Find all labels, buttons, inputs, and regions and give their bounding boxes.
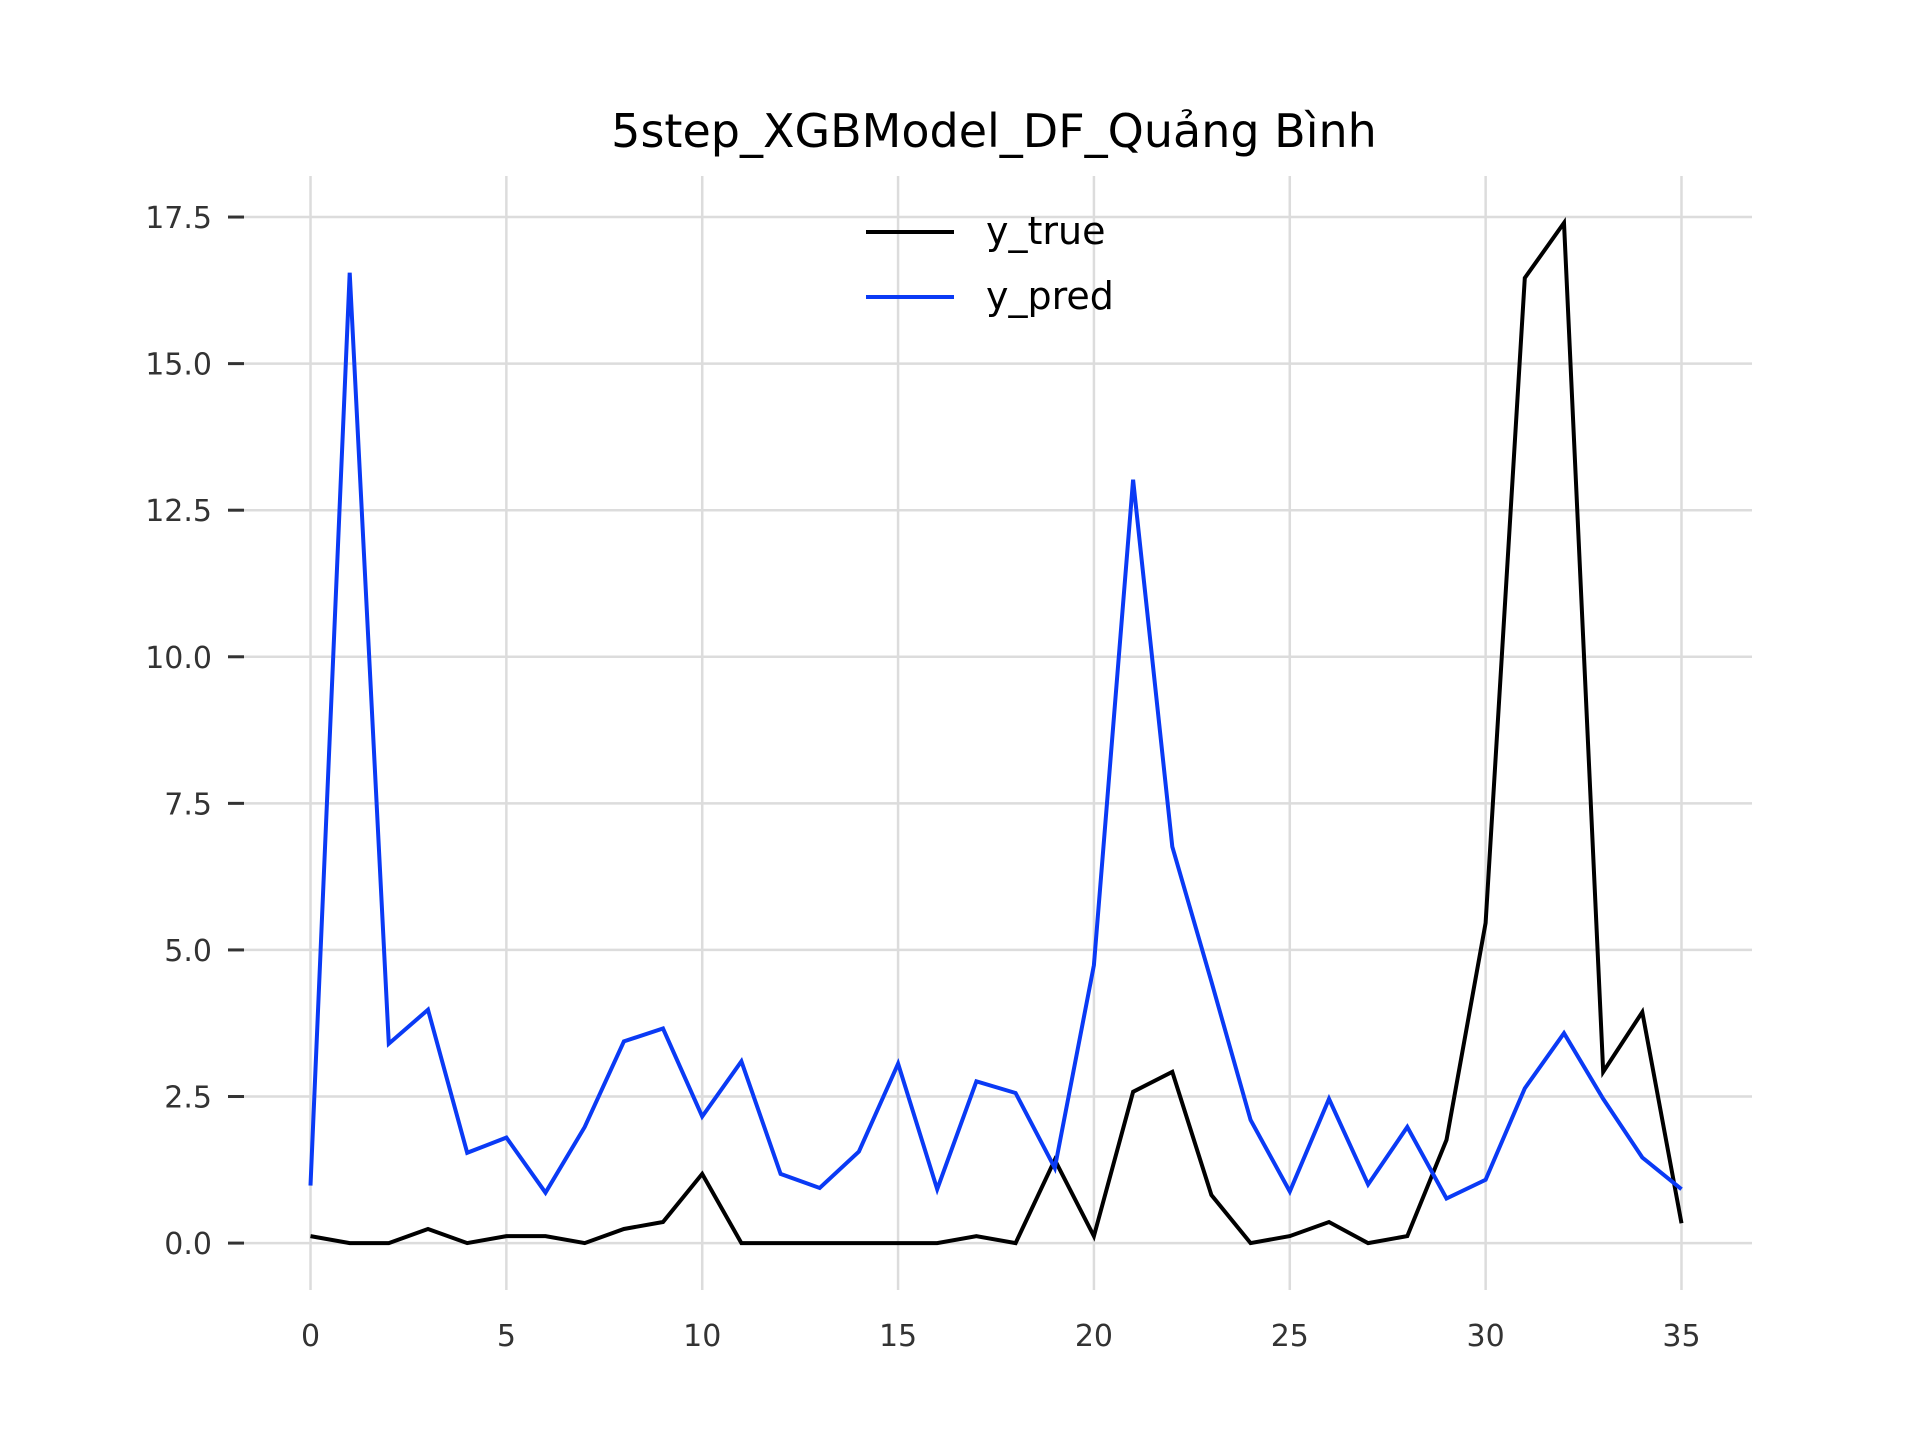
y-tick-label: 7.5 (164, 787, 212, 822)
series-line-y-pred (308, 272, 1683, 1202)
y-tick-label: 5.0 (164, 934, 212, 969)
series-lines (308, 217, 1684, 1246)
x-tick-label: 15 (879, 1319, 917, 1354)
x-tick-label: 20 (1075, 1319, 1113, 1354)
y-tick-label: 12.5 (145, 494, 212, 529)
x-tick-label: 10 (683, 1319, 721, 1354)
grid (240, 176, 1752, 1290)
y-tick-label: 17.5 (145, 201, 212, 236)
x-tick-label: 5 (497, 1319, 516, 1354)
x-tick-label: 35 (1662, 1319, 1700, 1354)
x-tick-label: 25 (1271, 1319, 1309, 1354)
y-tick-label: 2.5 (164, 1081, 212, 1116)
y-tick-label: 0.0 (164, 1227, 212, 1262)
legend: y_true y_pred (866, 209, 1114, 318)
y-tick-label: 10.0 (145, 641, 212, 676)
series-line-y-true (310, 217, 1684, 1246)
y-tick-label: 15.0 (145, 348, 212, 383)
chart-title: 5step_XGBModel_DF_Quảng Bình (611, 104, 1377, 158)
x-axis: 0 5 10 15 20 25 30 35 (301, 1319, 1701, 1354)
legend-label: y_pred (986, 274, 1114, 318)
x-tick-label: 30 (1467, 1319, 1505, 1354)
x-tick-label: 0 (301, 1319, 320, 1354)
legend-label: y_true (986, 209, 1105, 253)
y-axis: 0.0 2.5 5.0 7.5 10.0 12.5 15.0 17.5 (145, 201, 244, 1262)
